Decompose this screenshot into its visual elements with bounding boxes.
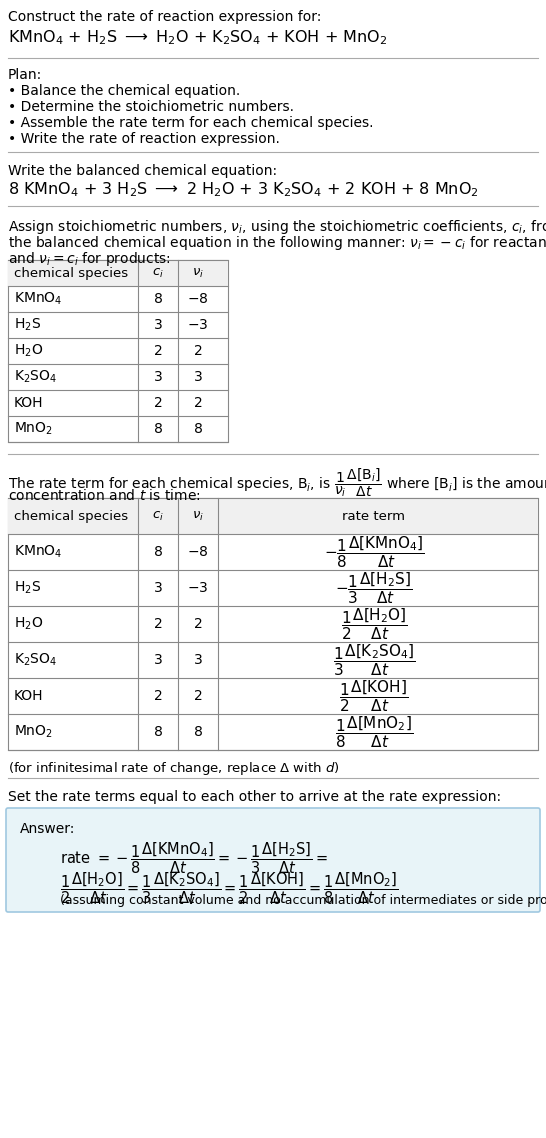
Bar <box>8 259 228 442</box>
Text: • Write the rate of reaction expression.: • Write the rate of reaction expression. <box>8 132 280 146</box>
Text: H$_2$O: H$_2$O <box>14 616 43 633</box>
Text: K$_2$SO$_4$: K$_2$SO$_4$ <box>14 652 57 668</box>
Text: $-\dfrac{1}{3}\dfrac{\Delta[\mathrm{H_2S}]}{\Delta t}$: $-\dfrac{1}{3}\dfrac{\Delta[\mathrm{H_2S… <box>335 570 413 605</box>
Text: rate term: rate term <box>342 510 406 522</box>
Text: 8 KMnO$_4$ + 3 H$_2$S $\longrightarrow$ 2 H$_2$O + 3 K$_2$SO$_4$ + 2 KOH + 8 MnO: 8 KMnO$_4$ + 3 H$_2$S $\longrightarrow$ … <box>8 180 479 199</box>
Text: the balanced chemical equation in the following manner: $\nu_i = -c_i$ for react: the balanced chemical equation in the fo… <box>8 234 546 251</box>
Text: 8: 8 <box>153 545 163 559</box>
Text: 2: 2 <box>194 396 203 410</box>
Text: $c_i$: $c_i$ <box>152 266 164 280</box>
Text: 8: 8 <box>194 725 203 739</box>
Text: chemical species: chemical species <box>14 266 128 280</box>
Text: $\nu_i$: $\nu_i$ <box>192 266 204 280</box>
Text: KOH: KOH <box>14 396 44 410</box>
Text: H$_2$O: H$_2$O <box>14 343 43 360</box>
Text: 3: 3 <box>153 653 162 667</box>
Text: KMnO$_4$ + H$_2$S $\longrightarrow$ H$_2$O + K$_2$SO$_4$ + KOH + MnO$_2$: KMnO$_4$ + H$_2$S $\longrightarrow$ H$_2… <box>8 28 387 47</box>
Text: $\dfrac{1}{2}\dfrac{\Delta[\mathrm{KOH}]}{\Delta t}$: $\dfrac{1}{2}\dfrac{\Delta[\mathrm{KOH}]… <box>339 678 409 714</box>
Text: Set the rate terms equal to each other to arrive at the rate expression:: Set the rate terms equal to each other t… <box>8 790 501 805</box>
Text: 3: 3 <box>194 370 203 384</box>
Text: 3: 3 <box>153 318 162 332</box>
Text: 8: 8 <box>153 725 163 739</box>
Text: 2: 2 <box>153 344 162 358</box>
Text: 2: 2 <box>153 617 162 630</box>
Text: 2: 2 <box>194 344 203 358</box>
Text: H$_2$S: H$_2$S <box>14 579 41 596</box>
Text: 2: 2 <box>153 688 162 703</box>
Text: 3: 3 <box>153 370 162 384</box>
Text: 8: 8 <box>194 422 203 436</box>
Text: • Assemble the rate term for each chemical species.: • Assemble the rate term for each chemic… <box>8 116 373 130</box>
Text: 2: 2 <box>153 396 162 410</box>
Text: MnO$_2$: MnO$_2$ <box>14 421 53 437</box>
FancyBboxPatch shape <box>6 808 540 912</box>
Bar <box>8 498 538 750</box>
Text: 3: 3 <box>194 653 203 667</box>
Text: $-\dfrac{1}{8}\dfrac{\Delta[\mathrm{KMnO_4}]}{\Delta t}$: $-\dfrac{1}{8}\dfrac{\Delta[\mathrm{KMnO… <box>324 534 424 570</box>
Text: $-$3: $-$3 <box>187 318 209 332</box>
Text: $-$8: $-$8 <box>187 545 209 559</box>
Text: • Balance the chemical equation.: • Balance the chemical equation. <box>8 84 240 98</box>
Text: Plan:: Plan: <box>8 68 42 82</box>
Text: $-$3: $-$3 <box>187 582 209 595</box>
Text: $\dfrac{1}{3}\dfrac{\Delta[\mathrm{K_2SO_4}]}{\Delta t}$: $\dfrac{1}{3}\dfrac{\Delta[\mathrm{K_2SO… <box>333 642 415 678</box>
Text: Write the balanced chemical equation:: Write the balanced chemical equation: <box>8 164 277 178</box>
Text: chemical species: chemical species <box>14 510 128 522</box>
Text: • Determine the stoichiometric numbers.: • Determine the stoichiometric numbers. <box>8 100 294 114</box>
Text: KMnO$_4$: KMnO$_4$ <box>14 291 62 307</box>
Text: KOH: KOH <box>14 688 44 703</box>
Text: rate $= -\dfrac{1}{8}\dfrac{\Delta[\mathrm{KMnO_4}]}{\Delta t} = -\dfrac{1}{3}\d: rate $= -\dfrac{1}{8}\dfrac{\Delta[\math… <box>60 840 328 875</box>
Text: (assuming constant volume and no accumulation of intermediates or side products): (assuming constant volume and no accumul… <box>60 894 546 907</box>
Text: MnO$_2$: MnO$_2$ <box>14 724 53 740</box>
Bar <box>8 259 228 286</box>
Text: 2: 2 <box>194 688 203 703</box>
Text: The rate term for each chemical species, B$_i$, is $\dfrac{1}{\nu_i}\dfrac{\Delt: The rate term for each chemical species,… <box>8 465 546 498</box>
Text: and $\nu_i = c_i$ for products:: and $\nu_i = c_i$ for products: <box>8 250 171 269</box>
Text: $\dfrac{1}{2}\dfrac{\Delta[\mathrm{H_2O}]}{\Delta t} = \dfrac{1}{3}\dfrac{\Delta: $\dfrac{1}{2}\dfrac{\Delta[\mathrm{H_2O}… <box>60 869 399 906</box>
Text: 2: 2 <box>194 617 203 630</box>
Text: K$_2$SO$_4$: K$_2$SO$_4$ <box>14 369 57 385</box>
Text: 8: 8 <box>153 422 163 436</box>
Text: 3: 3 <box>153 582 162 595</box>
Text: 8: 8 <box>153 292 163 306</box>
Text: concentration and $t$ is time:: concentration and $t$ is time: <box>8 488 201 503</box>
Text: $c_i$: $c_i$ <box>152 510 164 522</box>
Text: H$_2$S: H$_2$S <box>14 316 41 333</box>
Text: $\nu_i$: $\nu_i$ <box>192 510 204 522</box>
Text: $\dfrac{1}{8}\dfrac{\Delta[\mathrm{MnO_2}]}{\Delta t}$: $\dfrac{1}{8}\dfrac{\Delta[\mathrm{MnO_2… <box>335 715 413 750</box>
Text: (for infinitesimal rate of change, replace $\Delta$ with $d$): (for infinitesimal rate of change, repla… <box>8 760 340 777</box>
Text: Answer:: Answer: <box>20 822 75 836</box>
Text: Assign stoichiometric numbers, $\nu_i$, using the stoichiometric coefficients, $: Assign stoichiometric numbers, $\nu_i$, … <box>8 218 546 236</box>
Bar <box>8 498 538 534</box>
Text: KMnO$_4$: KMnO$_4$ <box>14 544 62 560</box>
Text: Construct the rate of reaction expression for:: Construct the rate of reaction expressio… <box>8 10 322 24</box>
Text: $-$8: $-$8 <box>187 292 209 306</box>
Text: $\dfrac{1}{2}\dfrac{\Delta[\mathrm{H_2O}]}{\Delta t}$: $\dfrac{1}{2}\dfrac{\Delta[\mathrm{H_2O}… <box>341 607 407 642</box>
